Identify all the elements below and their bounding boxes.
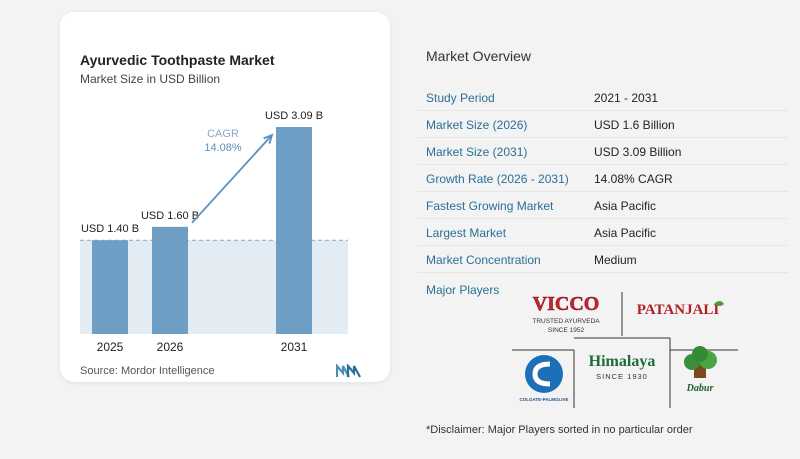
overview-value: USD 1.6 Billion <box>594 118 675 132</box>
overview-value: Medium <box>594 253 637 267</box>
vicco-tagline: TRUSTED AYURVEDA <box>532 318 600 325</box>
colgate-palmolive-logo: COLGATE-PALMOLIVE <box>519 355 569 402</box>
overview-row: Market Size (2031) USD 3.09 Billion <box>418 138 788 165</box>
chart-title: Ayurvedic Toothpaste Market <box>80 52 275 68</box>
patanjali-logo: PATANJALI <box>637 301 724 318</box>
vicco-since: SINCE 1952 <box>548 327 585 334</box>
overview-row: Market Size (2026) USD 1.6 Billion <box>418 111 788 138</box>
overview-label: Market Concentration <box>426 253 541 267</box>
data-label: USD 1.60 B <box>141 210 199 222</box>
overview-value: 14.08% CAGR <box>594 172 673 186</box>
himalaya-logo: Himalaya SINCE 1930 <box>589 353 656 381</box>
chart-card: Ayurvedic Toothpaste Market Market Size … <box>60 12 390 382</box>
overview-label: Largest Market <box>426 226 507 240</box>
overview-value: 2021 - 2031 <box>594 91 659 105</box>
overview-table: Study Period 2021 - 2031 Market Size (202… <box>418 84 788 273</box>
overview-label: Market Size (2026) <box>426 118 528 132</box>
x-tick-label: 2025 <box>97 340 124 354</box>
overview-title: Market Overview <box>426 48 532 64</box>
source-text: Source: Mordor Intelligence <box>80 365 215 377</box>
bar-chart: USD 1.40 B 2025 USD 1.60 B 2026 USD 3.09 B 20… <box>80 110 348 354</box>
cagr-arrowhead <box>263 133 274 144</box>
cagr-arrow <box>191 134 273 224</box>
cagr-label: CAGR <box>207 128 239 140</box>
bar <box>152 226 188 334</box>
himalaya-since: SINCE 1930 <box>596 372 648 381</box>
overview-row: Largest Market Asia Pacific <box>418 219 788 246</box>
patanjali-name: PATANJALI <box>637 302 720 318</box>
mordor-intelligence-logo <box>336 364 361 378</box>
major-players-logos: VICCO TRUSTED AYURVEDA SINCE 1952 PATANJ… <box>512 292 738 408</box>
bar <box>92 240 128 334</box>
overview-value: Asia Pacific <box>594 226 657 240</box>
data-label: USD 1.40 B <box>81 223 139 235</box>
overview-row: Growth Rate (2026 - 2031) 14.08% CAGR <box>418 165 788 192</box>
bar <box>276 127 312 334</box>
colgate-name: COLGATE-PALMOLIVE <box>519 397 568 402</box>
vicco-logo: VICCO TRUSTED AYURVEDA SINCE 1952 <box>532 293 600 334</box>
overview-row: Market Concentration Medium <box>418 246 788 273</box>
chart-subtitle: Market Size in USD Billion <box>80 72 221 86</box>
overview-value: Asia Pacific <box>594 199 657 213</box>
data-label: USD 3.09 B <box>265 110 323 122</box>
x-tick-label: 2031 <box>281 340 308 354</box>
dabur-logo: Dabur <box>684 346 717 394</box>
overview-row: Fastest Growing Market Asia Pacific <box>418 192 788 219</box>
overview-row: Study Period 2021 - 2031 <box>418 84 788 111</box>
cagr-value: 14.08% <box>204 142 242 154</box>
overview-label: Growth Rate (2026 - 2031) <box>426 172 569 186</box>
overview-value: USD 3.09 Billion <box>594 145 682 159</box>
x-tick-label: 2026 <box>157 340 184 354</box>
major-players-title: Major Players <box>426 283 500 297</box>
vicco-name: VICCO <box>533 293 600 315</box>
dabur-name: Dabur <box>686 383 714 394</box>
disclaimer: *Disclaimer: Major Players sorted in no … <box>426 424 693 436</box>
overview-label: Fastest Growing Market <box>426 199 554 213</box>
himalaya-name: Himalaya <box>589 353 656 370</box>
market-overview-panel: Market Overview Study Period 2021 - 2031 … <box>418 0 788 459</box>
overview-label: Market Size (2031) <box>426 145 528 159</box>
overview-label: Study Period <box>426 91 495 105</box>
